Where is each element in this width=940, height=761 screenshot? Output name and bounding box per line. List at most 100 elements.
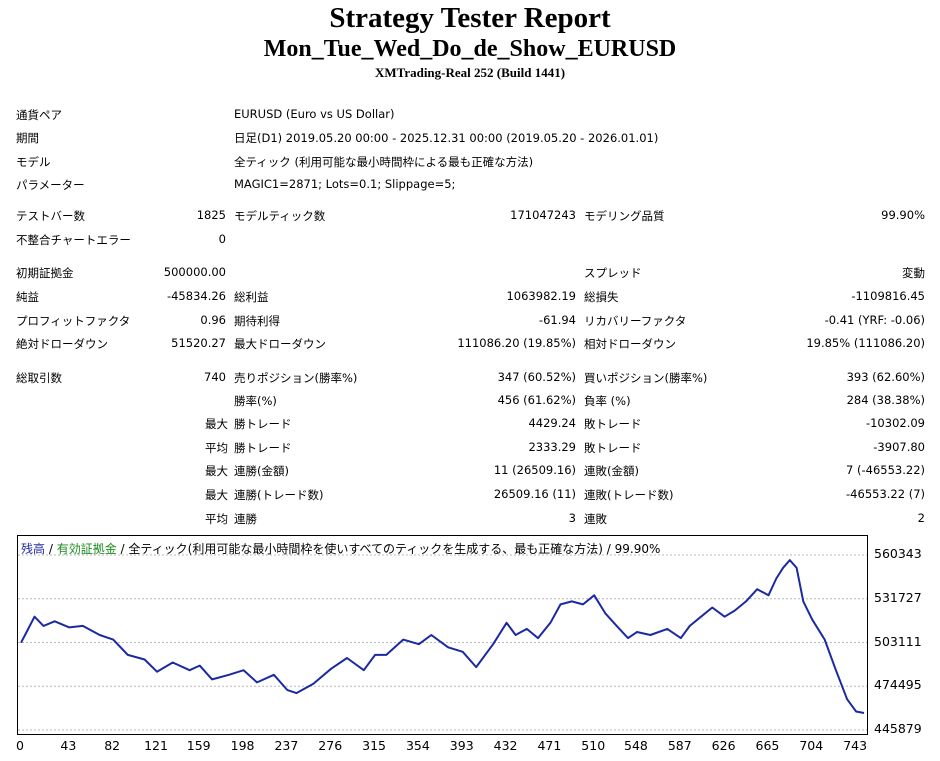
- bars-label: テストバー数: [16, 209, 85, 223]
- total-trades-label: 総取引数: [16, 371, 62, 385]
- x-tick-label: 471: [537, 738, 562, 753]
- stats-row-drawdown: 絶対ドローダウン 51520.27 最大ドローダウン 111086.20 (19…: [0, 332, 940, 354]
- symbol-label: 通貨ペア: [16, 108, 62, 122]
- model-label: モデル: [16, 155, 51, 169]
- cons-win-count-value: 26509.16 (11): [493, 487, 576, 501]
- average-loss-label: 敗トレード: [584, 441, 642, 455]
- profit-factor-value: 0.96: [200, 313, 226, 327]
- x-tick-label: 743: [843, 738, 868, 753]
- abs-drawdown-value: 51520.27: [171, 336, 226, 350]
- chart-legend: 残高 / 有効証拠金 / 全ティック(利用可能な最小時間枠を使いすべてのティック…: [21, 540, 660, 557]
- cons-amount-prefix: 最大: [205, 464, 228, 478]
- win-rate-value: 456 (61.62%): [497, 393, 576, 407]
- y-tick-label: 531727: [874, 589, 922, 605]
- rel-drawdown-label: 相対ドローダウン: [584, 337, 676, 351]
- legend-separator: /: [45, 542, 57, 556]
- stats-row-deposit: 初期証拠金 500000.00 スプレッド 変動: [0, 261, 940, 283]
- expected-payoff-value: -61.94: [538, 313, 576, 327]
- cons-loss-amount-label: 連敗(金額): [584, 464, 639, 478]
- stats-row-bars: テストバー数 1825 モデルティック数 171047243 モデリング品質 9…: [0, 204, 940, 226]
- legend-equity: 有効証拠金: [56, 542, 117, 556]
- x-tick-label: 704: [799, 738, 824, 753]
- x-tick-label: 121: [144, 738, 168, 753]
- chart-plot: [18, 554, 867, 731]
- net-profit-label: 純益: [16, 290, 39, 304]
- x-tick-label: 393: [449, 738, 474, 753]
- average-prefix: 平均: [205, 441, 228, 455]
- symbol-value: EURUSD (Euro vs US Dollar): [234, 107, 395, 121]
- cons-win-amount-label: 連勝(金額): [234, 464, 289, 478]
- short-positions-value: 347 (60.52%): [497, 370, 576, 384]
- y-tick-label: 503111: [874, 633, 922, 649]
- average-loss-value: -3907.80: [873, 440, 925, 454]
- stats-row-cons-amount: 最大 連勝(金額) 11 (26509.16) 連敗(金額) 7 (-46553…: [0, 459, 940, 481]
- avg-cons-win-label: 連勝: [234, 512, 257, 526]
- max-drawdown-label: 最大ドローダウン: [234, 337, 326, 351]
- largest-win-value: 4429.24: [528, 416, 576, 430]
- info-row-symbol: 通貨ペア EURUSD (Euro vs US Dollar): [0, 103, 940, 125]
- info-row-params: パラメーター MAGIC1=2871; Lots=0.1; Slippage=5…: [0, 173, 940, 195]
- stats-row-trades: 総取引数 740 売りポジション(勝率%) 347 (60.52%) 買いポジシ…: [0, 366, 940, 388]
- x-tick-label: 43: [60, 738, 77, 753]
- stats-row-pf: プロフィットファクタ 0.96 期待利得 -61.94 リカバリーファクタ -0…: [0, 309, 940, 331]
- average-win-value: 2333.29: [528, 440, 576, 454]
- y-tick-label: 445879: [874, 721, 922, 736]
- gross-loss-label: 総損失: [584, 290, 619, 304]
- avg-cons-win-value: 3: [568, 511, 576, 525]
- cons-loss-count-label: 連敗(トレード数): [584, 488, 674, 502]
- balance-chart: 残高 / 有効証拠金 / 全ティック(利用可能な最小時間枠を使いすべてのティック…: [17, 535, 868, 735]
- stats-row-net: 純益 -45834.26 総利益 1063982.19 総損失 -1109816…: [0, 285, 940, 307]
- x-tick-label: 82: [104, 738, 121, 753]
- legend-balance: 残高: [21, 542, 46, 556]
- deposit-label: 初期証拠金: [16, 266, 74, 280]
- loss-rate-label: 負率 (%): [584, 394, 631, 408]
- x-tick-label: 0: [16, 738, 24, 753]
- cons-win-amount-value: 11 (26509.16): [493, 463, 576, 477]
- recovery-factor-label: リカバリーファクタ: [584, 314, 687, 328]
- x-tick-label: 626: [711, 738, 736, 753]
- largest-loss-label: 敗トレード: [584, 417, 642, 431]
- x-tick-label: 276: [318, 738, 343, 753]
- long-positions-label: 買いポジション(勝率%): [584, 371, 708, 385]
- gross-profit-value: 1063982.19: [506, 289, 576, 303]
- bars-value: 1825: [196, 208, 226, 222]
- report-title: Strategy Tester Report: [329, 2, 611, 34]
- spread-value: 変動: [902, 266, 925, 280]
- stats-row-largest: 最大 勝トレード 4429.24 敗トレード -10302.09: [0, 412, 940, 434]
- expected-payoff-label: 期待利得: [234, 314, 280, 328]
- stats-row-winloss: 勝率(%) 456 (61.62%) 負率 (%) 284 (38.38%): [0, 389, 940, 411]
- params-label: パラメーター: [16, 178, 85, 192]
- stats-row-average: 平均 勝トレード 2333.29 敗トレード -3907.80: [0, 436, 940, 458]
- loss-rate-value: 284 (38.38%): [846, 393, 925, 407]
- y-tick-label: 560343: [874, 546, 922, 561]
- gross-profit-label: 総利益: [234, 290, 269, 304]
- cons-win-count-label: 連勝(トレード数): [234, 488, 324, 502]
- largest-win-label: 勝トレード: [234, 417, 292, 431]
- rel-drawdown-value: 19.85% (111086.20): [806, 336, 925, 350]
- x-tick-label: 510: [581, 738, 606, 753]
- stats-row-mismatch: 不整合チャートエラー 0: [0, 228, 940, 250]
- cons-count-prefix: 最大: [205, 488, 228, 502]
- x-tick-label: 587: [667, 738, 692, 753]
- long-positions-value: 393 (62.60%): [846, 370, 925, 384]
- stats-row-avg-cons: 平均 連勝 3 連敗 2: [0, 507, 940, 529]
- cons-loss-amount-value: 7 (-46553.22): [846, 463, 925, 477]
- period-value: 日足(D1) 2019.05.20 00:00 - 2025.12.31 00:…: [234, 131, 659, 145]
- model-value: 全ティック (利用可能な最小時間枠による最も正確な方法): [234, 155, 534, 169]
- largest-prefix: 最大: [205, 417, 228, 431]
- x-tick-label: 548: [624, 738, 648, 753]
- stats-row-cons-count: 最大 連勝(トレード数) 26509.16 (11) 連敗(トレード数) -46…: [0, 483, 940, 505]
- net-profit-value: -45834.26: [166, 289, 226, 303]
- ticks-value: 171047243: [510, 208, 576, 222]
- info-row-period: 期間 日足(D1) 2019.05.20 00:00 - 2025.12.31 …: [0, 126, 940, 148]
- balance-line: [20, 559, 865, 714]
- x-tick-label: 315: [362, 738, 386, 753]
- recovery-factor-value: -0.41 (YRF: -0.06): [824, 313, 925, 327]
- avg-cons-prefix: 平均: [205, 512, 228, 526]
- deposit-value: 500000.00: [163, 265, 226, 279]
- x-tick-label: 198: [230, 738, 255, 753]
- abs-drawdown-label: 絶対ドローダウン: [16, 337, 108, 351]
- params-value: MAGIC1=2871; Lots=0.1; Slippage=5;: [234, 177, 456, 191]
- win-rate-label: 勝率(%): [234, 394, 277, 408]
- x-tick-label: 665: [755, 738, 780, 753]
